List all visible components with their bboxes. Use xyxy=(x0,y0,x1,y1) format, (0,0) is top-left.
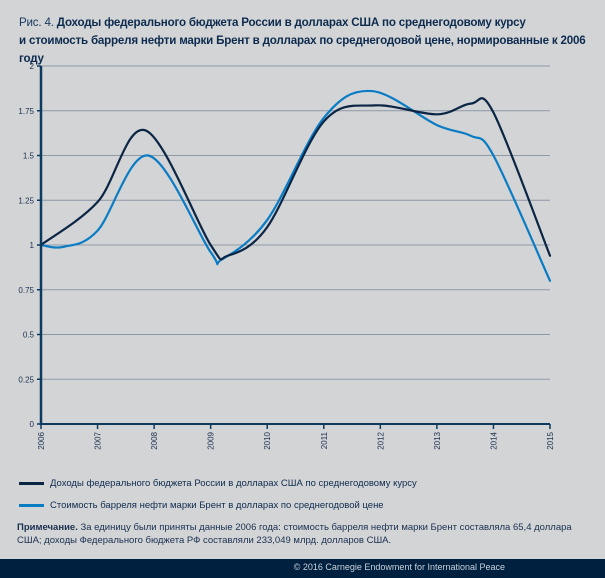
x-tick-label: 2015 xyxy=(546,431,555,449)
y-tick-label: 0.25 xyxy=(18,375,34,384)
legend-swatch-budget xyxy=(19,481,44,485)
x-tick-label: 2014 xyxy=(489,431,498,449)
series-line-brent xyxy=(39,89,552,282)
series-lines xyxy=(39,89,552,282)
x-axis-ticks: 2006 2007 2008 2009 2010 2011 2012 2013 2014 2015 xyxy=(37,424,555,450)
title-line-2: и стоимость барреля нефти марки Брент в … xyxy=(19,34,586,65)
y-tick-label: 1.5 xyxy=(23,152,35,161)
x-tick-label: 2010 xyxy=(263,431,272,449)
title-line-1: Доходы федерального бюджета России в дол… xyxy=(56,16,526,29)
y-tick-label: 0 xyxy=(30,420,35,429)
gridlines xyxy=(41,65,550,380)
x-tick-label: 2013 xyxy=(433,431,442,449)
chart-title: Рис. 4. Доходы федерального бюджета Росс… xyxy=(19,14,599,68)
note-label: Примечание. xyxy=(17,522,78,533)
y-tick-label: 1.25 xyxy=(18,196,34,205)
y-tick-label: 0.75 xyxy=(18,286,34,295)
x-tick-label: 2012 xyxy=(376,431,385,449)
x-tick-label: 2009 xyxy=(207,431,216,449)
legend: Доходы федерального бюджета России в дол… xyxy=(19,473,417,517)
x-tick-label: 2011 xyxy=(320,431,329,449)
series-line-budget xyxy=(39,97,552,261)
y-tick-label: 2 xyxy=(30,62,35,71)
legend-label-budget: Доходы федерального бюджета России в дол… xyxy=(50,477,417,489)
figure-number: Рис. 4. xyxy=(19,16,54,29)
legend-label-brent: Стоимость барреля нефти марки Брент в до… xyxy=(50,499,384,511)
y-tick-label: 1 xyxy=(30,241,35,250)
legend-swatch-brent xyxy=(19,503,44,507)
y-tick-label: 0.5 xyxy=(23,331,35,340)
x-tick-label: 2007 xyxy=(94,431,103,449)
chart-note: Примечание. За единицу были приняты данн… xyxy=(17,521,597,547)
x-tick-label: 2006 xyxy=(37,431,46,449)
y-tick-label: 1.75 xyxy=(18,107,34,116)
note-text: За единицу были приняты данные 2006 года… xyxy=(17,522,572,546)
footer-bar: © 2016 Carnegie Endowment for Internatio… xyxy=(0,559,605,578)
legend-item-budget: Доходы федерального бюджета России в дол… xyxy=(19,473,417,493)
y-axis-ticks: 0 0.25 0.5 0.75 1 1.25 1.5 1.75 2 xyxy=(18,62,41,429)
copyright-text: © 2016 Carnegie Endowment for Internatio… xyxy=(293,562,505,572)
legend-item-brent: Стоимость барреля нефти марки Брент в до… xyxy=(19,495,417,515)
x-tick-label: 2008 xyxy=(150,431,159,449)
